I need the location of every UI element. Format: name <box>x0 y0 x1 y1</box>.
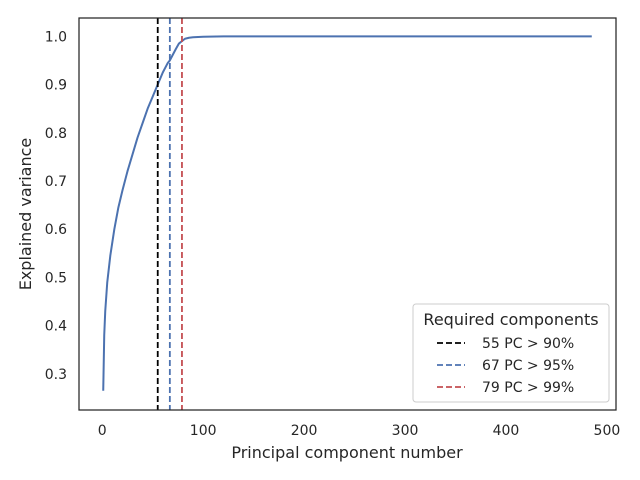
y-axis-label: Explained variance <box>16 138 35 291</box>
y-tick-label: 0.5 <box>45 270 67 286</box>
y-tick-label: 0.3 <box>45 367 67 383</box>
x-tick-label: 500 <box>594 423 621 439</box>
x-tick-label: 300 <box>392 423 419 439</box>
plot-frame <box>78 17 617 411</box>
y-tick-label: 0.9 <box>45 78 67 94</box>
legend-label-1: 67 PC > 95% <box>482 358 574 374</box>
threshold-lines <box>156 18 183 410</box>
y-tick-label: 0.4 <box>45 319 67 335</box>
legend-label-2: 79 PC > 99% <box>482 380 574 396</box>
x-tick-label: 100 <box>190 423 217 439</box>
y-tick-label: 0.8 <box>45 126 67 142</box>
x-axis-ticks: 0 100 200 300 400 500 <box>98 423 621 439</box>
legend: Required components 55 PC > 90% 67 PC > 9… <box>412 303 610 403</box>
legend-box <box>412 303 610 403</box>
legend-label-0: 55 PC > 90% <box>482 336 574 352</box>
y-tick-label: 1.0 <box>45 29 67 45</box>
legend-title: Required components <box>423 310 598 329</box>
x-tick-label: 0 <box>98 423 107 439</box>
x-tick-label: 200 <box>291 423 318 439</box>
x-axis-label: Principal component number <box>231 443 463 462</box>
series-line-0 <box>102 35 592 391</box>
y-tick-label: 0.6 <box>45 222 67 238</box>
y-tick-label: 0.7 <box>45 174 67 190</box>
y-axis-ticks: 0.3 0.4 0.5 0.6 0.7 0.8 0.9 1.0 <box>45 29 67 383</box>
x-tick-label: 400 <box>493 423 520 439</box>
series-layer <box>102 35 592 391</box>
